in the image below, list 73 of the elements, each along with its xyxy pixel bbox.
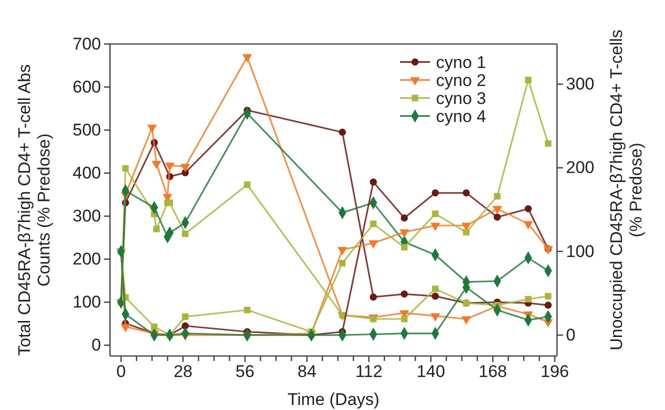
y2-tick-label: 100 <box>566 242 594 261</box>
point <box>338 128 346 136</box>
y-tick-label: 200 <box>72 250 101 269</box>
point <box>338 246 348 256</box>
point <box>494 214 501 221</box>
point <box>494 192 500 200</box>
point <box>400 229 410 238</box>
y2-tick-label: 0 <box>566 326 576 345</box>
y2-axis-title: Unoccupied CD45RA-β7high CD4+ T-cells (% Predose) <box>607 30 646 350</box>
point <box>152 160 162 170</box>
point <box>432 292 439 300</box>
y-tick-label: 500 <box>72 120 101 140</box>
point <box>120 324 130 332</box>
point <box>182 313 188 320</box>
point <box>180 164 190 172</box>
point <box>401 244 408 250</box>
legend-label: cyno 4 <box>436 107 486 126</box>
x-tick-label: 84 <box>297 362 316 382</box>
x-tick-label: 28 <box>174 362 192 382</box>
point <box>370 293 377 301</box>
x-tick-label: 196 <box>540 362 569 382</box>
point <box>492 206 502 214</box>
point <box>430 222 440 232</box>
point <box>244 181 250 188</box>
point <box>339 312 346 318</box>
point <box>122 165 129 172</box>
point <box>401 316 408 322</box>
point <box>368 240 378 249</box>
x-tick-label: 56 <box>236 362 254 382</box>
point <box>182 230 188 238</box>
y-axis-title: Total CD45RA-β7high CD4+ T-cell Abs Counts (% Predose) <box>15 64 54 356</box>
point <box>242 54 252 62</box>
point <box>523 221 534 230</box>
point <box>544 140 552 147</box>
point <box>432 286 439 292</box>
point <box>166 200 173 206</box>
point <box>153 226 160 232</box>
point <box>524 296 532 302</box>
point <box>370 178 377 186</box>
point <box>400 290 408 298</box>
legend-label: cyno 1 <box>436 53 486 72</box>
y-tick-label: 400 <box>72 164 101 183</box>
x-tick-label: 168 <box>478 362 508 382</box>
y2-tick-label: 300 <box>566 74 594 94</box>
y-tick-label: 100 <box>72 292 101 312</box>
point <box>463 228 470 236</box>
y-tick-label: 600 <box>72 77 101 96</box>
point <box>544 302 552 309</box>
point <box>400 214 408 222</box>
legend-label: cyno 3 <box>436 89 486 108</box>
point <box>432 210 439 218</box>
point <box>147 124 157 134</box>
legend-label: cyno 2 <box>436 71 486 90</box>
point <box>164 162 175 171</box>
point <box>461 316 472 325</box>
point <box>462 189 470 196</box>
point <box>524 205 532 212</box>
point <box>524 76 532 84</box>
x-tick-label: 0 <box>116 362 126 382</box>
point <box>339 260 346 266</box>
point <box>370 220 377 228</box>
y2-tick-label: 200 <box>566 158 594 178</box>
y-tick-label: 0 <box>92 336 101 355</box>
y-tick-label: 700 <box>72 34 101 54</box>
point <box>432 189 439 196</box>
point <box>244 306 250 314</box>
point <box>544 292 552 300</box>
point <box>151 323 158 330</box>
y-tick-label: 300 <box>72 206 101 226</box>
x-axis-title: Time (Days) <box>288 390 380 409</box>
point <box>430 313 440 322</box>
x-tick-label: 112 <box>355 362 382 382</box>
x-tick-label: 140 <box>416 362 446 382</box>
